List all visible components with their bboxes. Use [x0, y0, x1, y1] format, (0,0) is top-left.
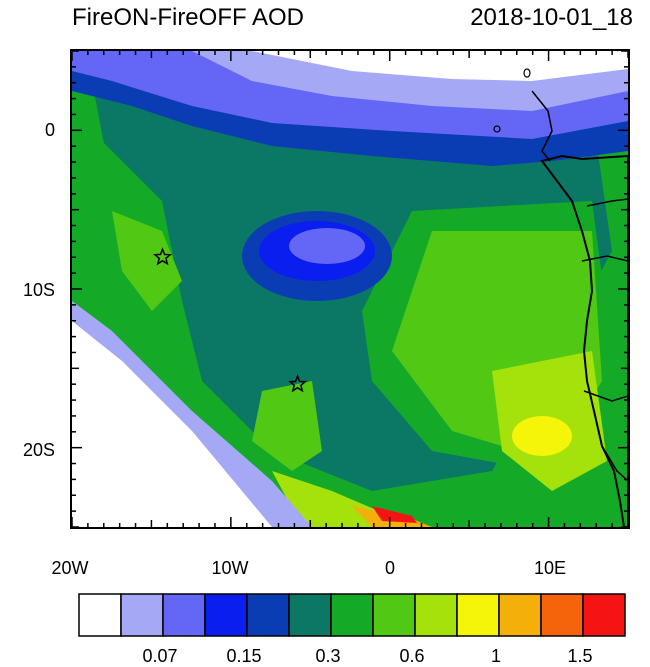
- colorbar-swatch: [582, 593, 626, 637]
- map-timestamp: 2018-10-01_18: [470, 4, 633, 31]
- lon-tick-0: 0: [384, 558, 395, 578]
- lon-tick-10e: 10E: [533, 558, 567, 578]
- colorbar-swatch: [498, 593, 542, 637]
- colorbar-label-0.07: 0.07: [142, 646, 178, 666]
- lon-tick-10w: 10W: [211, 558, 249, 578]
- colorbar-label-1: 1: [490, 646, 501, 666]
- colorbar-swatch: [330, 593, 374, 637]
- colorbar: [78, 593, 626, 637]
- colorbar-label-1.5: 1.5: [567, 646, 593, 666]
- colorbar-swatch: [456, 593, 500, 637]
- lon-tick-20w: 20W: [51, 558, 89, 578]
- colorbar-swatch: [204, 593, 248, 637]
- colorbar-swatch: [162, 593, 206, 637]
- map-plot-area: [70, 49, 630, 529]
- colorbar-swatch: [246, 593, 290, 637]
- colorbar-swatch: [78, 593, 122, 637]
- colorbar-swatch: [540, 593, 584, 637]
- map-title: FireON-FireOFF AOD: [72, 4, 304, 31]
- colorbar-swatch: [372, 593, 416, 637]
- colorbar-label-0.15: 0.15: [226, 646, 262, 666]
- star-marker-1: [152, 247, 173, 266]
- star-marker-2: [288, 374, 308, 393]
- colorbar-label-0.3: 0.3: [315, 646, 341, 666]
- colorbar-swatch: [414, 593, 458, 637]
- colorbar-swatch: [288, 593, 332, 637]
- aod-field: [72, 51, 628, 527]
- colorbar-swatch: [120, 593, 164, 637]
- lat-tick-0: 0: [44, 120, 55, 140]
- lat-tick-20s: 20S: [22, 440, 55, 460]
- lat-tick-10s: 10S: [22, 280, 55, 300]
- colorbar-label-0.6: 0.6: [399, 646, 425, 666]
